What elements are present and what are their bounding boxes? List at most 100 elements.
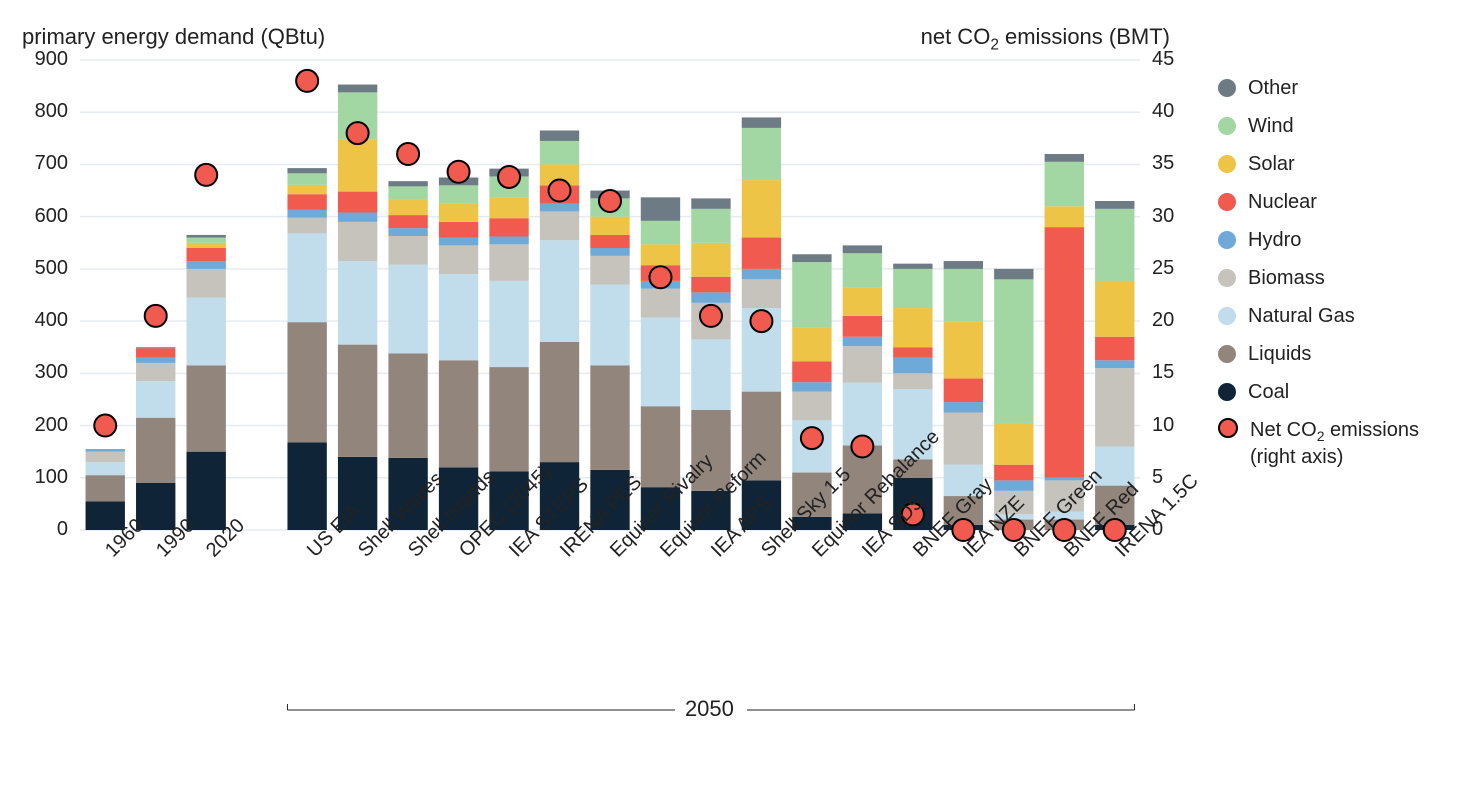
bar-segment [187,261,226,269]
bar-segment [187,248,226,261]
bar-segment [338,85,377,93]
bar-segment [388,236,427,265]
bar-segment [86,452,125,462]
bar-segment [136,418,175,483]
legend-label: Natural Gas [1248,304,1355,328]
bar-segment [994,279,1033,423]
bar-segment [439,185,478,203]
bar-segment [136,381,175,418]
bar-segment [641,406,680,487]
bar-segment [792,392,831,421]
bar-segment [439,222,478,238]
bar-segment [136,363,175,381]
legend-label: Wind [1248,114,1294,138]
bar-segment [641,197,680,221]
ytick-left: 100 [0,466,68,489]
legend-item: Natural Gas [1218,304,1419,328]
bar-segment [893,373,932,389]
legend-item: Liquids [1218,342,1419,366]
legend-item: Coal [1218,380,1419,404]
bar-segment [792,382,831,391]
co2-marker [498,166,520,188]
bar-segment [944,321,983,378]
ytick-left: 700 [0,152,68,175]
bar-segment [893,358,932,374]
ytick-right: 25 [1152,257,1174,280]
bar-segment [944,261,983,269]
bar-segment [893,347,932,357]
ytick-left: 500 [0,257,68,280]
bar-segment [792,361,831,382]
bar-segment [1095,282,1134,337]
legend-swatch [1218,307,1236,325]
bar-segment [641,221,680,245]
bar-segment [540,240,579,342]
legend-label: Solar [1248,152,1295,176]
ytick-right: 20 [1152,309,1174,332]
co2-marker [145,305,167,327]
legend-label: Nuclear [1248,190,1317,214]
co2-marker [397,143,419,165]
bar-segment [691,292,730,302]
bar-segment [439,245,478,274]
legend-item: Other [1218,76,1419,100]
ytick-left: 400 [0,309,68,332]
bar-segment [691,209,730,243]
bar-segment [287,322,326,442]
ytick-right: 5 [1152,466,1163,489]
bar-segment [388,181,427,186]
ytick-right: 30 [1152,205,1174,228]
bar-segment [439,274,478,360]
ytick-left: 800 [0,100,68,123]
bar-segment [944,413,983,465]
energy-demand-chart: primary energy demand (QBtu) net CO2 emi… [0,0,1480,799]
bar-segment [540,342,579,462]
bar-segment [489,244,528,281]
legend-swatch [1218,155,1236,173]
bar-segment [893,264,932,269]
bar-segment [388,215,427,228]
legend-label: Hydro [1248,228,1301,252]
bar-segment [994,465,1033,481]
ytick-right: 35 [1152,152,1174,175]
legend-item: Solar [1218,152,1419,176]
bar-segment [641,244,680,265]
bar-segment [439,360,478,467]
bar-segment [439,204,478,222]
ytick-left: 0 [0,518,68,541]
bar-segment [187,238,226,243]
ytick-left: 900 [0,48,68,71]
bar-segment [287,442,326,530]
co2-marker [296,70,318,92]
ytick-left: 600 [0,205,68,228]
legend-item-co2: Net CO2 emissions(right axis) [1218,418,1419,469]
legend-swatch [1218,345,1236,363]
bar-segment [187,366,226,452]
bar-segment [691,198,730,208]
bar-segment [742,238,781,269]
bar-segment [843,245,882,253]
bar-segment [338,139,377,191]
bar-segment [1095,337,1134,361]
bar-segment [641,289,680,318]
bar-segment [287,233,326,322]
bar-segment [792,327,831,361]
bar-segment [1095,368,1134,446]
bracket-label: 2050 [685,696,734,722]
bar-segment [287,210,326,218]
bar-segment [843,346,882,383]
bar-segment [187,452,226,530]
bar-segment [86,462,125,475]
co2-marker [750,310,772,332]
co2-marker [549,180,571,202]
bar-segment [691,339,730,410]
bar-segment [994,480,1033,490]
bar-segment [792,254,831,262]
legend-swatch [1218,269,1236,287]
bar-segment [287,173,326,184]
legend-label: Biomass [1248,266,1325,290]
bar-segment [287,194,326,210]
bar-segment [691,243,730,277]
bar-segment [86,501,125,530]
bar-segment [338,212,377,221]
